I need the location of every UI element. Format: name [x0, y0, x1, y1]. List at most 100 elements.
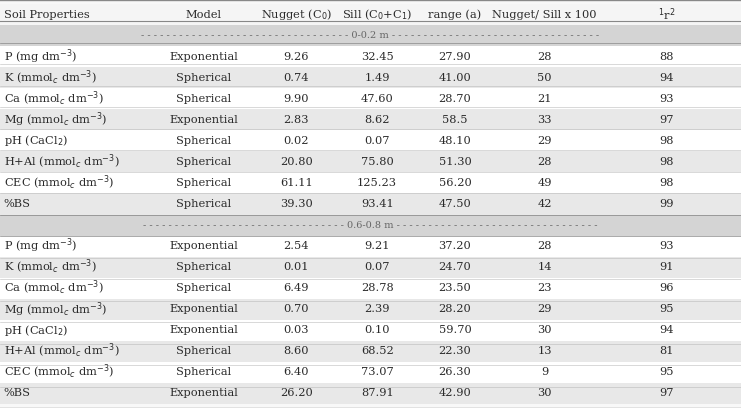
Text: 28.20: 28.20: [439, 304, 471, 314]
Text: 37.20: 37.20: [439, 241, 471, 251]
Text: %BS: %BS: [4, 388, 30, 398]
Text: 95: 95: [659, 304, 674, 314]
Text: 58.5: 58.5: [442, 115, 468, 125]
Text: Ca (mmol$_c$ dm$^{-3}$): Ca (mmol$_c$ dm$^{-3}$): [4, 90, 104, 108]
Text: H+Al (mmol$_c$ dm$^{-3}$): H+Al (mmol$_c$ dm$^{-3}$): [4, 342, 119, 360]
Text: Exponential: Exponential: [170, 304, 238, 314]
Bar: [0, 173, 741, 193]
Text: 6.40: 6.40: [284, 367, 309, 377]
Text: 26.30: 26.30: [439, 367, 471, 377]
Text: 98: 98: [659, 178, 674, 188]
Text: 47.60: 47.60: [361, 94, 393, 104]
Text: 41.00: 41.00: [439, 73, 471, 83]
Text: Spherical: Spherical: [176, 157, 231, 167]
Text: 24.70: 24.70: [439, 262, 471, 272]
Text: 97: 97: [659, 115, 674, 125]
Text: CEC (mmol$_c$ dm$^{-3}$): CEC (mmol$_c$ dm$^{-3}$): [4, 174, 113, 192]
Text: Ca (mmol$_c$ dm$^{-3}$): Ca (mmol$_c$ dm$^{-3}$): [4, 279, 104, 297]
Text: 8.62: 8.62: [365, 115, 390, 125]
Text: 30: 30: [537, 325, 552, 335]
Text: Spherical: Spherical: [176, 136, 231, 146]
Text: 28: 28: [537, 157, 552, 167]
Text: Mg (mmol$_c$ dm$^{-3}$): Mg (mmol$_c$ dm$^{-3}$): [4, 111, 107, 129]
Text: 14: 14: [537, 262, 552, 272]
Text: 28.70: 28.70: [439, 94, 471, 104]
Text: 2.54: 2.54: [284, 241, 309, 251]
Text: Exponential: Exponential: [170, 52, 238, 62]
Text: 68.52: 68.52: [361, 346, 393, 356]
Text: Exponential: Exponential: [170, 115, 238, 125]
Text: 93: 93: [659, 94, 674, 104]
Text: Spherical: Spherical: [176, 283, 231, 293]
Text: 42: 42: [537, 199, 552, 209]
Text: H+Al (mmol$_c$ dm$^{-3}$): H+Al (mmol$_c$ dm$^{-3}$): [4, 153, 119, 171]
Text: Nugget/ Sill x 100: Nugget/ Sill x 100: [492, 10, 597, 20]
Text: CEC (mmol$_c$ dm$^{-3}$): CEC (mmol$_c$ dm$^{-3}$): [4, 363, 113, 381]
Text: 9.90: 9.90: [284, 94, 309, 104]
Text: 91: 91: [659, 262, 674, 272]
Text: 75.80: 75.80: [361, 157, 393, 167]
Bar: [0, 215, 741, 235]
Text: %BS: %BS: [4, 199, 30, 209]
Text: 73.07: 73.07: [361, 367, 393, 377]
Text: 125.23: 125.23: [357, 178, 397, 188]
Text: 0.70: 0.70: [284, 304, 309, 314]
Text: 0.01: 0.01: [284, 262, 309, 272]
Bar: [0, 46, 741, 67]
Bar: [0, 278, 741, 299]
Text: 61.11: 61.11: [280, 178, 313, 188]
Text: Spherical: Spherical: [176, 367, 231, 377]
Text: Spherical: Spherical: [176, 199, 231, 209]
Text: 93.41: 93.41: [361, 199, 393, 209]
Bar: [0, 257, 741, 278]
Text: 59.70: 59.70: [439, 325, 471, 335]
Bar: [0, 4, 741, 25]
Text: 97: 97: [659, 388, 674, 398]
Bar: [0, 320, 741, 341]
Text: 93: 93: [659, 241, 674, 251]
Text: K (mmol$_c$ dm$^{-3}$): K (mmol$_c$ dm$^{-3}$): [4, 258, 96, 276]
Text: 0.02: 0.02: [284, 136, 309, 146]
Text: 81: 81: [659, 346, 674, 356]
Text: 27.90: 27.90: [439, 52, 471, 62]
Bar: [0, 362, 741, 383]
Text: 29: 29: [537, 136, 552, 146]
Text: Spherical: Spherical: [176, 178, 231, 188]
Text: Mg (mmol$_c$ dm$^{-3}$): Mg (mmol$_c$ dm$^{-3}$): [4, 300, 107, 319]
Text: 49: 49: [537, 178, 552, 188]
Text: P (mg dm$^{-3}$): P (mg dm$^{-3}$): [4, 237, 77, 255]
Text: 33: 33: [537, 115, 552, 125]
Text: K (mmol$_c$ dm$^{-3}$): K (mmol$_c$ dm$^{-3}$): [4, 69, 96, 87]
Bar: [0, 25, 741, 46]
Text: Exponential: Exponential: [170, 325, 238, 335]
Text: 47.50: 47.50: [439, 199, 471, 209]
Text: 23.50: 23.50: [439, 283, 471, 293]
Bar: [0, 341, 741, 362]
Bar: [0, 235, 741, 257]
Text: 21: 21: [537, 94, 552, 104]
Text: 29: 29: [537, 304, 552, 314]
Text: 94: 94: [659, 325, 674, 335]
Text: 0.07: 0.07: [365, 136, 390, 146]
Bar: [0, 151, 741, 173]
Bar: [0, 193, 741, 215]
Text: Model: Model: [186, 10, 222, 20]
Text: 99: 99: [659, 199, 674, 209]
Text: 94: 94: [659, 73, 674, 83]
Bar: [0, 67, 741, 88]
Text: 1.49: 1.49: [365, 73, 390, 83]
Text: 2.83: 2.83: [284, 115, 309, 125]
Text: 9: 9: [541, 367, 548, 377]
Text: Spherical: Spherical: [176, 346, 231, 356]
Text: range (a): range (a): [428, 9, 482, 20]
Text: 42.90: 42.90: [439, 388, 471, 398]
Text: 28: 28: [537, 52, 552, 62]
Text: 26.20: 26.20: [280, 388, 313, 398]
Text: 88: 88: [659, 52, 674, 62]
Text: 13: 13: [537, 346, 552, 356]
Text: 98: 98: [659, 136, 674, 146]
Text: Exponential: Exponential: [170, 241, 238, 251]
Text: 50: 50: [537, 73, 552, 83]
Text: 9.21: 9.21: [365, 241, 390, 251]
Text: 95: 95: [659, 367, 674, 377]
